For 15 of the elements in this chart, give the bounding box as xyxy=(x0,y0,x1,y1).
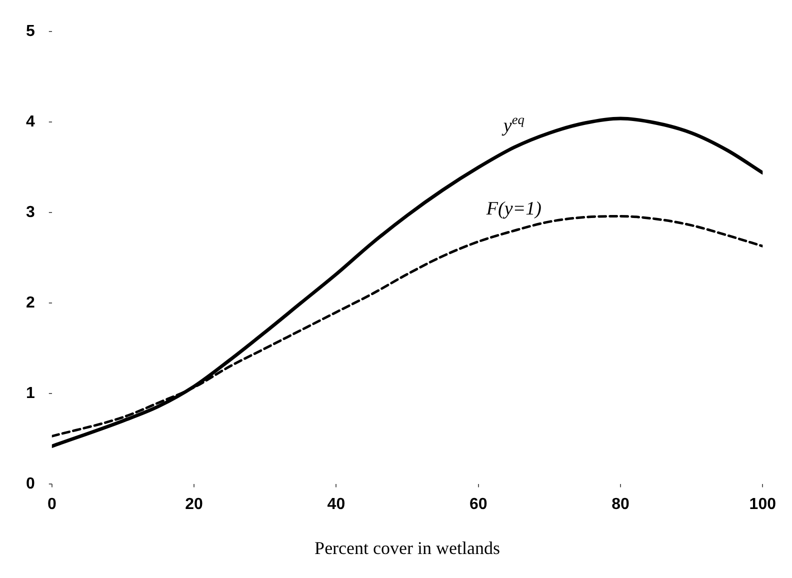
y-tick-label: 2 xyxy=(26,294,35,312)
y-tick-label: 1 xyxy=(26,385,35,402)
x-tick-label: 100 xyxy=(749,496,776,514)
x-tick-label: 0 xyxy=(47,496,56,514)
y-tick-label: 0 xyxy=(26,476,35,493)
x-tick-label: 80 xyxy=(612,496,630,514)
y-tick-label: 5 xyxy=(26,23,35,40)
x-tick-label: 20 xyxy=(185,496,204,514)
x-tick-label: 40 xyxy=(327,496,346,514)
y-tick-label: 3 xyxy=(26,204,35,222)
line-series xyxy=(52,116,763,448)
series-label: F(y=1) xyxy=(485,198,542,220)
x-tick-label: 60 xyxy=(469,496,488,514)
y-tick-label: 4 xyxy=(26,114,35,131)
x-axis-title: Percent cover in wetlands xyxy=(314,538,500,558)
